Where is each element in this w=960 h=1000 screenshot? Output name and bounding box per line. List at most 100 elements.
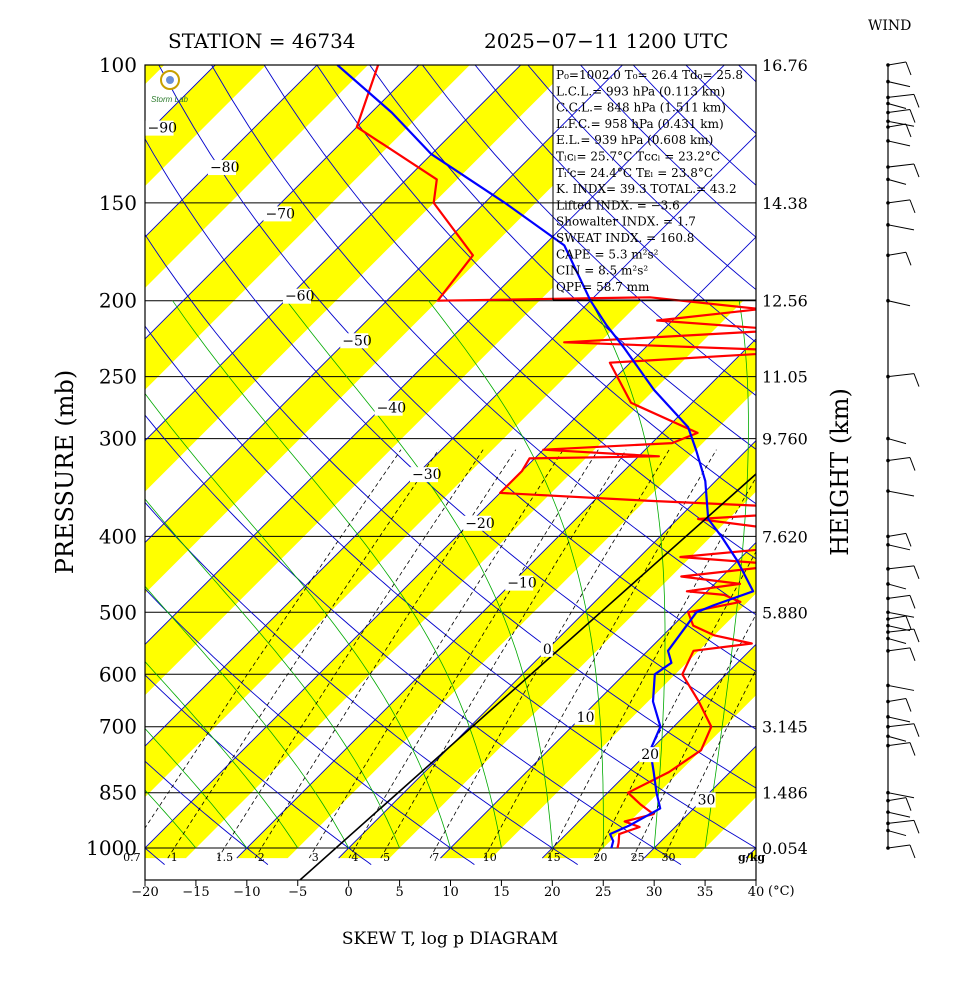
temperature-tick-label: 10 xyxy=(442,885,459,900)
mixing-ratio-label: 15 xyxy=(547,851,561,864)
pressure-tick-label: 700 xyxy=(99,715,137,739)
wind-barb-flag xyxy=(910,743,915,756)
temperature-tick-label: 35 xyxy=(697,885,714,900)
height-tick-label: 3.145 xyxy=(762,718,808,737)
wind-barb-shaft xyxy=(888,566,914,569)
isotherm-label: 30 xyxy=(698,793,716,809)
wind-barb-shaft xyxy=(888,793,914,798)
pressure-tick-label: 300 xyxy=(99,427,137,451)
temperature-tick-label: 30 xyxy=(646,885,663,900)
wind-barb-flag xyxy=(910,200,915,213)
wind-barb-shaft xyxy=(888,179,906,184)
mixing-ratio-label: 1.5 xyxy=(216,851,234,864)
wind-barb-shaft xyxy=(888,225,914,230)
index-line: Showalter INDX. = 1.7 xyxy=(556,215,696,229)
skew-t-diagram: STATION = 46734 2025−07−11 1200 UTC WIND… xyxy=(0,0,960,1000)
index-line: E.L.= 939 hPa (0.608 km) xyxy=(556,133,713,147)
wind-barb-shaft xyxy=(888,699,906,702)
mixing-ratio-label: 1 xyxy=(171,851,178,864)
index-line: SWEAT INDX. = 160.8 xyxy=(556,231,694,245)
height-tick-label: 11.05 xyxy=(762,368,808,387)
wind-barb-shaft xyxy=(888,200,910,203)
y-axis-title-left: PRESSURE (mb) xyxy=(51,370,79,575)
temperature-tick-label: 40 xyxy=(748,885,765,900)
wind-barb-shaft xyxy=(888,62,906,65)
wind-barb-shaft xyxy=(888,584,906,589)
wind-barb-flag xyxy=(906,533,911,546)
wind-barb-flag xyxy=(914,94,919,107)
index-line: Lifted INDX. = −3.6 xyxy=(556,198,680,212)
wind-barb-flag xyxy=(914,566,919,579)
wind-barb-shaft xyxy=(888,533,906,536)
wind-barb-shaft xyxy=(888,638,906,643)
y-axis-title-right: HEIGHT (km) xyxy=(826,388,854,556)
logo-text: Storm Lab xyxy=(151,95,188,104)
isotherm-label: −50 xyxy=(342,333,372,349)
diagram-title: SKEW T, log p DIAGRAM xyxy=(342,929,558,949)
storm-lab-logo: Storm Lab xyxy=(151,71,188,104)
height-tick-label: 9.760 xyxy=(762,430,808,449)
index-line: CAPE = 5.3 m²s² xyxy=(556,247,659,261)
mixing-ratio-label: 0.7 xyxy=(123,851,141,864)
wind-barb-shaft xyxy=(888,164,914,167)
isotherm-label: −40 xyxy=(377,401,407,417)
wind-barb-shaft xyxy=(888,616,906,619)
temperature-tick-label: 5 xyxy=(395,885,403,900)
dry-adiabat xyxy=(844,65,960,865)
x-axis-unit: (°C) xyxy=(768,884,795,899)
height-tick-label: 12.56 xyxy=(762,292,808,311)
wind-barb-shaft xyxy=(888,82,910,87)
wind-barb-shaft xyxy=(888,717,910,722)
isotherm-label: 20 xyxy=(641,747,659,763)
pressure-tick-label: 400 xyxy=(99,524,137,548)
mixing-ratio-label: 20 xyxy=(593,851,607,864)
wind-barb-flag xyxy=(906,699,911,712)
wind-barb-shaft xyxy=(888,374,914,377)
wind-barb-flag xyxy=(910,845,915,858)
logo-seal-center-icon xyxy=(166,76,174,84)
wind-barb-shaft xyxy=(888,491,914,496)
wind-barb-shaft xyxy=(888,820,914,823)
station-label: STATION = 46734 xyxy=(168,29,356,53)
wind-barb-flag xyxy=(910,458,915,471)
wind-title: WIND xyxy=(868,18,911,34)
pressure-tick-label: 200 xyxy=(99,289,137,313)
pressure-tick-label: 850 xyxy=(99,781,137,805)
isotherm-label: −90 xyxy=(148,121,178,137)
index-line: CIN = 8.5 m²s² xyxy=(556,264,648,278)
temperature-tick-label: −20 xyxy=(131,885,158,900)
wind-barb-flag xyxy=(910,648,915,661)
wind-barb-shaft xyxy=(888,685,914,690)
isotherm-label: −10 xyxy=(507,576,537,592)
mixing-ratio-label: 10 xyxy=(483,851,497,864)
wind-barb-shaft xyxy=(888,595,910,598)
wind-barb-flag xyxy=(914,820,919,833)
wind-barb-shaft xyxy=(888,724,914,727)
wind-barb-flag xyxy=(906,798,911,811)
isotherm-label: −80 xyxy=(210,160,240,176)
wind-barb-shaft xyxy=(888,629,914,632)
index-line: QPF= 58.7 mm xyxy=(556,280,650,294)
isotherm-stripe xyxy=(950,48,960,859)
wind-barb-shaft xyxy=(888,812,910,817)
mixing-ratio-label: 3 xyxy=(312,851,319,864)
isotherm-stripe xyxy=(848,48,960,859)
datetime-label: 2025−07−11 1200 UTC xyxy=(484,29,728,53)
wind-barb-flag xyxy=(914,724,919,737)
height-tick-label: 7.620 xyxy=(762,527,808,546)
temperature-tick-label: −10 xyxy=(233,885,260,900)
pressure-tick-label: 100 xyxy=(99,53,137,77)
isotherm-label: −20 xyxy=(465,516,495,532)
index-line: Tₗᴄₗ= 25.7°C Tᴄᴄₗ = 23.2°C xyxy=(556,150,720,164)
temperature-tick-label: −5 xyxy=(288,885,307,900)
isotherm-line xyxy=(0,48,29,858)
temperature-tick-label: 20 xyxy=(544,885,561,900)
isotherm-label: 0 xyxy=(543,642,552,658)
dry-adiabat xyxy=(0,65,165,865)
mixing-ratio-label: 7 xyxy=(432,851,439,864)
dry-adiabat xyxy=(791,65,960,865)
index-line: K. INDX= 39.3 TOTAL.= 43.2 xyxy=(556,182,737,196)
height-tick-label: 0.054 xyxy=(762,839,808,858)
isotherm-label: −30 xyxy=(412,467,442,483)
temperature-tick-label: 0 xyxy=(345,885,353,900)
